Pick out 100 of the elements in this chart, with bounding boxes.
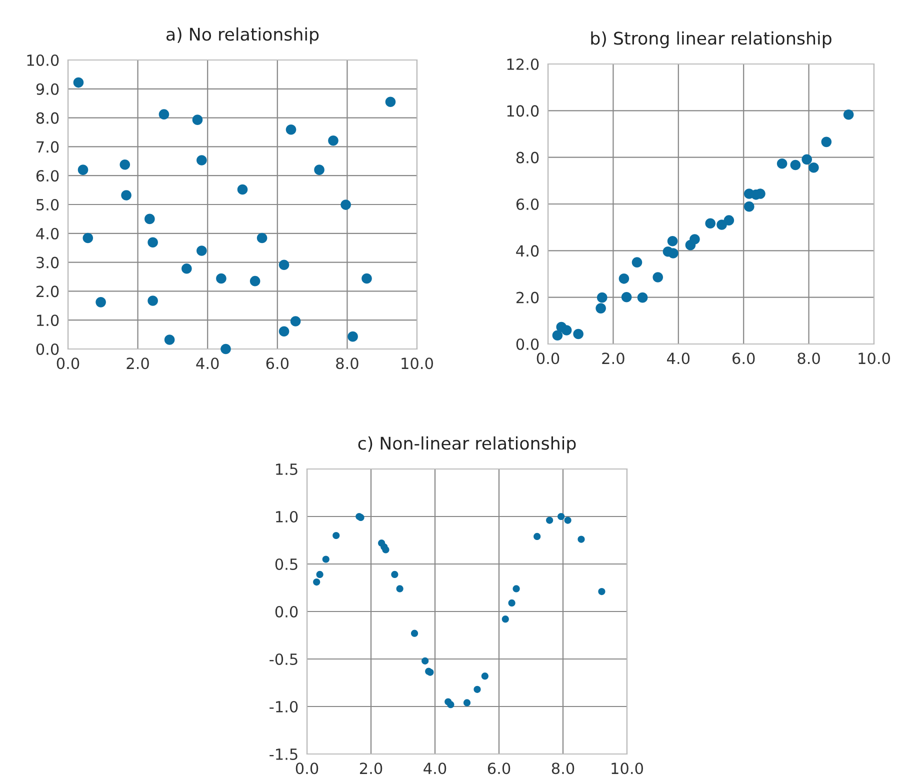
point — [144, 214, 155, 224]
x-tick-label: 2.0 — [126, 358, 149, 370]
point — [552, 330, 563, 341]
y-tick-label: 8.0 — [516, 152, 539, 164]
point — [148, 237, 158, 248]
y-tick-label: 9.0 — [36, 83, 59, 95]
point — [632, 257, 642, 268]
y-tick-label: 12.0 — [507, 58, 539, 70]
x-tick-label: 6.0 — [732, 352, 755, 364]
y-tick-label: 0.0 — [275, 606, 298, 618]
y-tick-label: 0.5 — [275, 558, 298, 570]
point — [332, 532, 340, 540]
x-tick-label: 10.0 — [402, 358, 433, 370]
point — [546, 516, 554, 524]
point — [447, 701, 454, 708]
y-tick-label: 10.0 — [27, 54, 59, 66]
point — [328, 135, 338, 146]
y-tick-label: 3.0 — [36, 256, 59, 268]
chart-title: c) Non-linear relationship — [358, 436, 576, 454]
point — [82, 232, 94, 244]
point — [192, 114, 203, 125]
point — [596, 303, 606, 314]
point — [196, 155, 207, 166]
point — [121, 190, 132, 200]
y-tick-label: -1.0 — [270, 700, 298, 713]
point — [808, 162, 819, 173]
point — [78, 164, 88, 175]
x-tick-label: 2.0 — [602, 352, 624, 364]
point — [382, 546, 390, 554]
point — [385, 96, 396, 108]
y-tick-label: 10.0 — [507, 105, 539, 117]
point — [314, 164, 324, 175]
point — [564, 516, 572, 524]
point — [637, 292, 648, 303]
point — [73, 77, 84, 88]
point — [618, 274, 630, 284]
x-tick-label: 10.0 — [858, 352, 890, 364]
chart-title: a) No relationship — [166, 27, 319, 44]
y-tick-label: -1.5 — [270, 748, 298, 760]
x-tick-label: 4.0 — [667, 352, 690, 364]
x-tick-label: 4.0 — [424, 762, 446, 774]
point — [578, 536, 585, 543]
y-tick-label: 0.0 — [516, 338, 539, 350]
x-tick-label: 0.0 — [56, 358, 80, 370]
y-tick-label: 6.0 — [36, 170, 59, 182]
point — [410, 630, 418, 637]
point — [250, 276, 260, 286]
point — [561, 325, 572, 336]
point — [776, 158, 788, 169]
point — [196, 246, 207, 256]
point — [290, 316, 301, 326]
y-tick-label: 7.0 — [36, 141, 59, 153]
y-tick-label: 1.0 — [37, 314, 59, 326]
point — [481, 672, 488, 680]
point — [843, 109, 854, 120]
point — [508, 599, 516, 606]
x-tick-label: 6.0 — [488, 762, 510, 774]
point — [96, 297, 106, 308]
y-tick-label: 1.5 — [276, 464, 298, 476]
point — [596, 292, 608, 303]
point — [396, 585, 404, 592]
y-tick-label: 8.0 — [36, 112, 59, 124]
y-tick-label: 2.0 — [36, 286, 59, 298]
x-tick-label: 10.0 — [612, 762, 643, 774]
point — [621, 292, 632, 302]
point — [316, 570, 324, 578]
point — [690, 234, 700, 244]
chart-title: b) Strong linear relationship — [591, 31, 832, 48]
point — [256, 232, 268, 244]
point — [474, 686, 481, 693]
point — [158, 109, 170, 120]
point — [220, 344, 231, 354]
y-tick-label: 0.0 — [36, 343, 59, 356]
point — [313, 578, 320, 586]
point — [512, 585, 520, 592]
point — [278, 260, 290, 270]
point — [790, 160, 801, 170]
point — [237, 184, 248, 195]
point — [652, 272, 664, 282]
point — [821, 136, 832, 148]
y-tick-label: -0.5 — [270, 653, 298, 666]
x-tick-label: 4.0 — [196, 358, 219, 370]
point — [744, 201, 754, 212]
y-tick-label: 6.0 — [516, 198, 539, 210]
point — [558, 512, 565, 520]
point — [322, 556, 330, 563]
point — [362, 273, 372, 284]
point — [422, 657, 429, 664]
x-tick-label: 8.0 — [798, 352, 820, 364]
point — [340, 200, 351, 210]
point — [216, 273, 226, 284]
point — [278, 326, 290, 337]
x-tick-label: 2.0 — [360, 762, 382, 774]
point — [182, 264, 192, 274]
point — [120, 159, 130, 170]
y-tick-label: 5.0 — [36, 198, 59, 211]
point — [348, 331, 358, 342]
point — [802, 154, 812, 165]
y-tick-label: 1.0 — [276, 510, 298, 523]
x-tick-label: 0.0 — [536, 352, 560, 364]
